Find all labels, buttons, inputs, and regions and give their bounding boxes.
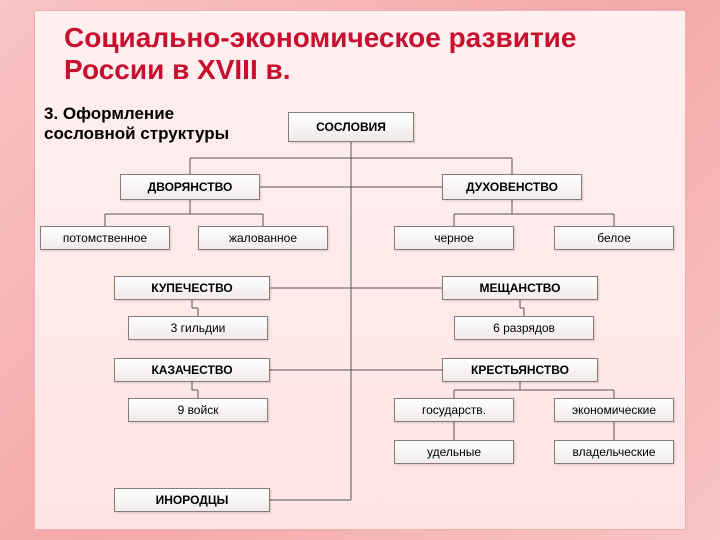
node-zhalovannoe: жалованное <box>198 226 328 250</box>
node-beloe: белое <box>554 226 674 250</box>
node-gosudarstv: государств. <box>394 398 514 422</box>
node-udelnye: удельные <box>394 440 514 464</box>
node-gildii: 3 гильдии <box>128 316 268 340</box>
page-title: Социально-экономическое развитие России … <box>64 22 664 86</box>
node-voisk: 9 войск <box>128 398 268 422</box>
node-ekonomicheskie: экономические <box>554 398 674 422</box>
node-razryadov: 6 разрядов <box>454 316 594 340</box>
node-kazachestvo: КАЗАЧЕСТВО <box>114 358 270 382</box>
node-vladelcheskie: владельческие <box>554 440 674 464</box>
node-potomstvennoe: потомственное <box>40 226 170 250</box>
node-duhovenstvo: ДУХОВЕНСТВО <box>442 174 582 200</box>
node-krestyanstvo: КРЕСТЬЯНСТВО <box>442 358 598 382</box>
node-kupechestvo: КУПЕЧЕСТВО <box>114 276 270 300</box>
node-meschanstvo: МЕЩАНСТВО <box>442 276 598 300</box>
node-chernoe: черное <box>394 226 514 250</box>
node-soslovia: СОСЛОВИЯ <box>288 112 414 142</box>
node-dvoryanstvo: ДВОРЯНСТВО <box>120 174 260 200</box>
section-subtitle: 3. Оформление сословной структуры <box>44 104 254 145</box>
node-inorodcy: ИНОРОДЦЫ <box>114 488 270 512</box>
